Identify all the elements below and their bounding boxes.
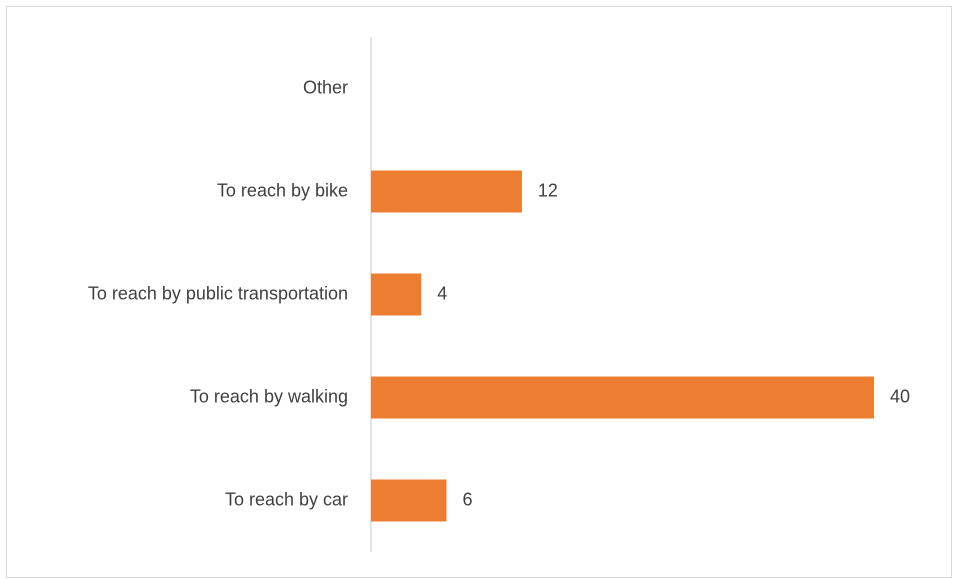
y-tick-label: To reach by walking xyxy=(190,386,348,406)
chart-frame xyxy=(6,6,952,578)
bar xyxy=(371,376,874,419)
data-label: 40 xyxy=(890,386,910,406)
data-label: 12 xyxy=(538,180,558,200)
bar xyxy=(371,479,447,522)
data-label: 6 xyxy=(462,489,472,509)
y-tick-label: To reach by car xyxy=(225,489,348,509)
y-tick-label: To reach by public transportation xyxy=(88,283,348,303)
y-tick-label: Other xyxy=(303,77,348,97)
y-tick-label: To reach by bike xyxy=(217,180,348,200)
bar xyxy=(371,273,422,316)
data-label: 4 xyxy=(437,283,447,303)
bar xyxy=(371,170,522,213)
